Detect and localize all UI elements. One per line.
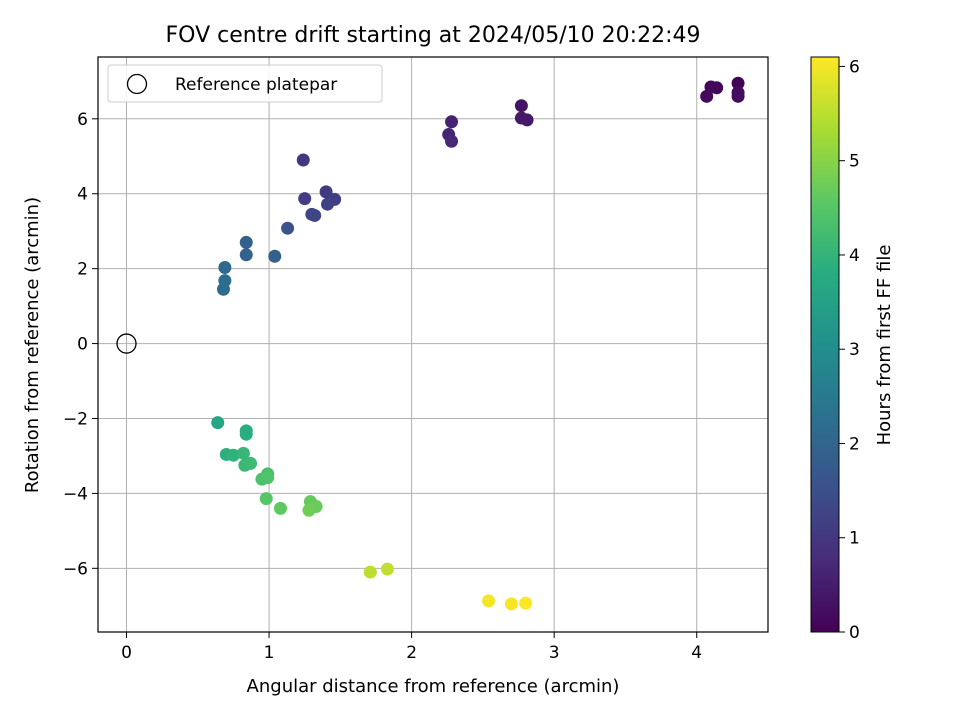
data-point (731, 76, 745, 90)
data-point (319, 185, 333, 199)
colorbar-tick-label: 1 (849, 529, 860, 549)
data-point (236, 446, 250, 460)
y-tick-label: 4 (77, 185, 88, 205)
colorbar-scale (810, 56, 840, 633)
data-point (700, 89, 714, 103)
y-tick-label: −6 (63, 559, 88, 579)
plot-frame (97, 56, 769, 633)
data-point (244, 456, 258, 470)
y-tick-label: −4 (63, 484, 88, 504)
y-tick-label: 6 (77, 110, 88, 130)
data-point (731, 86, 745, 100)
data-point (519, 596, 533, 610)
y-tick-label: −2 (63, 409, 88, 429)
data-point (445, 134, 459, 148)
data-point (259, 492, 273, 506)
x-tick-label: 3 (549, 643, 560, 663)
data-point (239, 248, 253, 262)
data-point (218, 261, 232, 275)
colorbar-tick-label: 5 (849, 152, 860, 172)
data-point (514, 99, 528, 113)
x-axis-label: Angular distance from reference (arcmin) (247, 676, 620, 697)
data-point (273, 501, 287, 515)
data-point (239, 427, 253, 441)
colorbar-label: Hours from first FF file (874, 245, 895, 446)
data-point (211, 416, 225, 430)
reference-marker (116, 333, 137, 354)
colorbar: 0 1 2 3 4 5 6 (810, 56, 860, 643)
colorbar-tick-label: 4 (849, 246, 860, 266)
data-point (321, 197, 335, 211)
data-point (308, 208, 322, 222)
legend-box (107, 64, 383, 103)
data-point (239, 235, 253, 249)
x-tick-label: 4 (691, 643, 702, 663)
colorbar-tick-label: 0 (849, 623, 860, 643)
x-tick-label: 2 (406, 643, 417, 663)
colorbar-tick-label: 6 (849, 57, 860, 77)
data-point (281, 221, 295, 235)
y-tick-label: 2 (77, 260, 88, 280)
data-point (226, 448, 240, 462)
data-point (380, 562, 394, 576)
data-point (445, 115, 459, 129)
data-point (520, 113, 534, 127)
legend-marker (126, 73, 148, 95)
x-axis: 0 1 2 3 4 (121, 632, 702, 663)
plot-area (97, 56, 769, 633)
data-point (504, 597, 518, 611)
data-point (482, 594, 496, 608)
legend: Reference platepar (107, 64, 383, 103)
x-tick-label: 0 (121, 643, 132, 663)
data-point (268, 249, 282, 263)
data-point (302, 503, 316, 517)
y-tick-label: 0 (77, 335, 88, 355)
y-axis-label: Rotation from reference (arcmin) (22, 197, 43, 493)
y-axis: −6 −4 −2 0 2 4 6 (63, 110, 98, 579)
data-point (261, 471, 275, 485)
legend-label: Reference platepar (175, 75, 337, 95)
data-point (363, 565, 377, 579)
colorbar-tick-label: 2 (849, 434, 860, 454)
data-point (296, 153, 310, 167)
data-point (298, 192, 312, 206)
data-point (216, 282, 230, 296)
data-point (710, 81, 724, 95)
colorbar-tick-label: 3 (849, 340, 860, 360)
x-tick-label: 1 (264, 643, 275, 663)
chart-title: FOV centre drift starting at 2024/05/10 … (166, 23, 701, 48)
